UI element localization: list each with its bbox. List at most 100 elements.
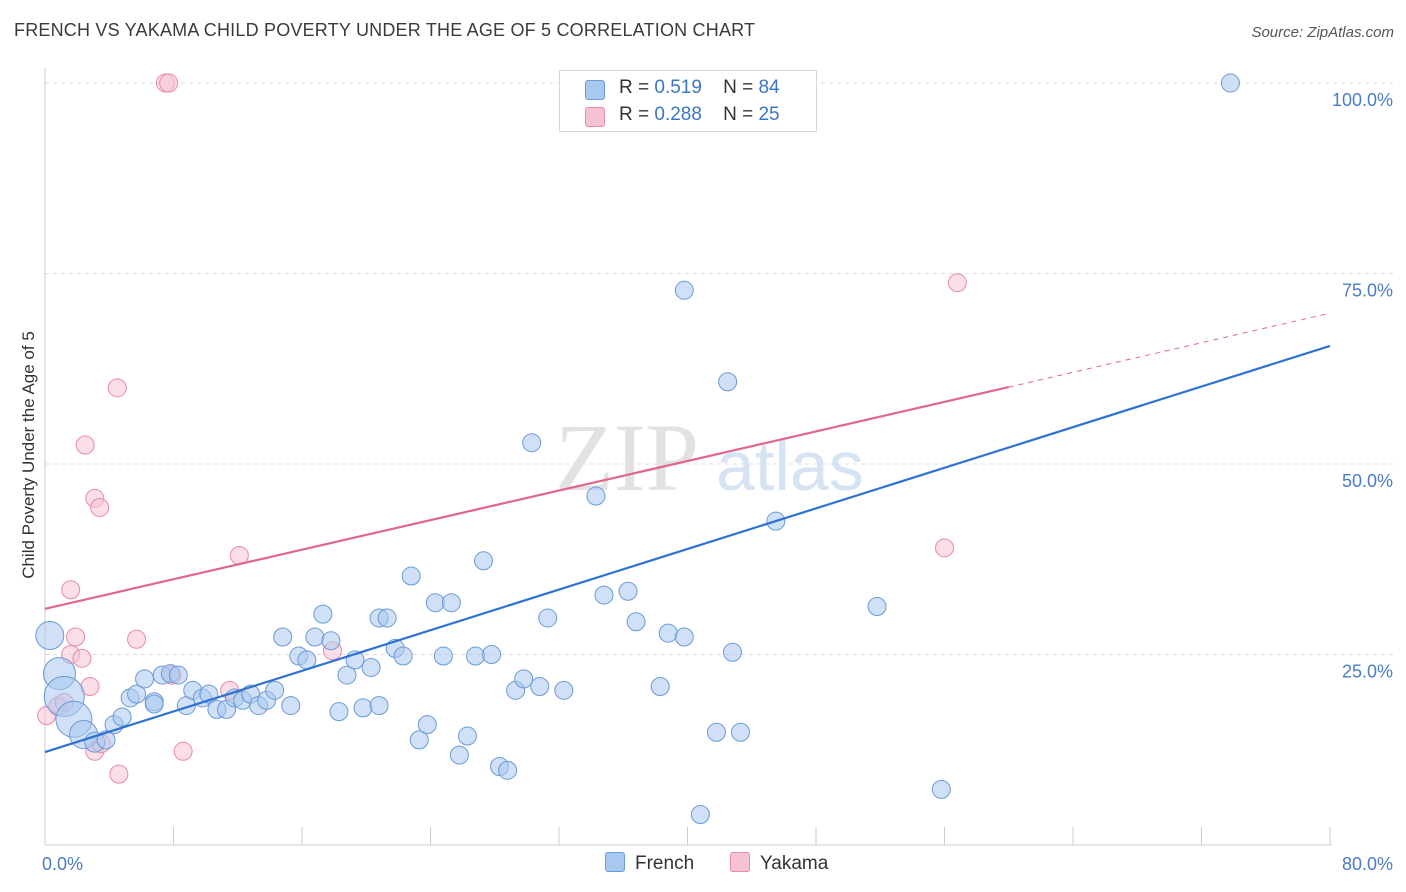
french-point	[369, 696, 389, 716]
yakama-point	[107, 378, 127, 398]
y-axis-label: Child Poverty Under the Age of 5	[19, 331, 38, 579]
bottom-legend-label-yakama: Yakama	[760, 853, 829, 874]
correlation-legend: R = 0.519 N = 84 R = 0.288 N = 25	[559, 70, 817, 132]
y-tick-labels: 25.0% 50.0% 75.0% 100.0%	[1332, 90, 1393, 681]
legend-n-value: 25	[758, 104, 780, 125]
y-tick-label: 75.0%	[1342, 281, 1393, 301]
french-point	[329, 702, 349, 722]
french-point	[409, 730, 429, 750]
french-point	[144, 694, 164, 714]
yakama-point	[109, 764, 129, 784]
legend-r-value: 0.288	[654, 104, 702, 125]
french-point	[706, 722, 726, 742]
french-point	[393, 646, 413, 666]
french-point	[135, 669, 155, 689]
chart-title: FRENCH VS YAKAMA CHILD POVERTY UNDER THE…	[14, 20, 756, 40]
french-point	[457, 726, 477, 746]
french-point	[441, 593, 461, 613]
french-point	[1220, 73, 1240, 93]
trend-lines	[44, 312, 1331, 754]
french-point	[626, 612, 646, 632]
x-tick-label: 0.0%	[42, 854, 83, 874]
french-point	[722, 642, 742, 662]
french-point	[361, 657, 381, 677]
yakama-point	[72, 648, 92, 668]
french-point	[433, 646, 453, 666]
yakama-point	[935, 538, 954, 558]
french-point	[650, 677, 670, 697]
yakama-point	[127, 629, 147, 649]
french-point	[127, 684, 147, 704]
french-point	[321, 631, 341, 651]
legend-swatch-yakama	[585, 107, 605, 127]
y-tick-label: 25.0%	[1342, 662, 1393, 682]
watermark: ZIP atlas	[555, 404, 864, 511]
french-point	[530, 677, 550, 697]
yakama-point	[90, 497, 110, 517]
legend-r-label: R =	[619, 77, 650, 98]
yakama-point	[173, 741, 193, 761]
french-point	[273, 627, 293, 647]
french-point	[498, 760, 518, 780]
french-point	[305, 627, 325, 647]
french-point	[337, 665, 357, 685]
french-point	[417, 715, 437, 735]
french-point	[718, 372, 738, 392]
french-point	[353, 698, 373, 718]
yakama-point	[75, 435, 95, 455]
source-credit: Source: ZipAtlas.com	[1251, 24, 1394, 41]
french-point	[522, 433, 542, 453]
french-point	[594, 585, 614, 605]
legend-n-value: 84	[758, 77, 780, 98]
french-point	[449, 745, 469, 765]
french-point	[931, 779, 951, 799]
legend-swatch-french	[585, 80, 605, 100]
yakama-trend-line	[44, 386, 1009, 610]
yakama-trend-extension	[1008, 312, 1331, 388]
french-point	[96, 730, 116, 750]
french-point	[674, 627, 694, 647]
y-tick-label: 100.0%	[1332, 90, 1393, 110]
french-point	[554, 680, 574, 700]
french-trend-line	[44, 344, 1331, 754]
french-point	[674, 280, 694, 300]
bottom-legend-label-french: French	[635, 853, 695, 874]
french-point	[425, 593, 445, 613]
french-point	[265, 680, 285, 700]
y-tick-label: 50.0%	[1342, 471, 1393, 491]
legend-r-value: 0.519	[654, 77, 702, 98]
french-point	[35, 620, 65, 650]
french-point	[867, 597, 887, 617]
french-point	[658, 623, 678, 643]
watermark-zip: ZIP	[555, 404, 699, 511]
bottom-legend-french: French	[605, 852, 694, 875]
x-tick-label: 80.0%	[1342, 854, 1393, 874]
yakama-point	[947, 273, 967, 293]
legend-n-label: N =	[723, 104, 754, 125]
legend-r-label: R =	[619, 104, 650, 125]
bottom-legend-swatch-yakama	[730, 852, 750, 872]
french-point	[112, 707, 132, 727]
french-point	[618, 581, 638, 601]
watermark-atlas: atlas	[716, 427, 864, 505]
legend-n-label: N =	[723, 77, 754, 98]
french-point	[168, 665, 188, 685]
french-point	[586, 486, 606, 506]
french-point	[482, 645, 502, 665]
french-point	[731, 722, 751, 742]
yakama-point	[66, 627, 86, 647]
french-point	[313, 604, 333, 624]
yakama-point	[61, 580, 81, 600]
bottom-legend-yakama: Yakama	[730, 852, 828, 875]
french-point	[297, 650, 317, 670]
french-point	[538, 608, 558, 628]
bottom-legend-swatch-french	[605, 852, 625, 872]
french-point	[281, 696, 301, 716]
french-point	[465, 646, 485, 666]
grid-lines	[45, 82, 1395, 656]
french-point	[474, 551, 494, 571]
yakama-point	[159, 73, 179, 93]
french-point	[401, 566, 421, 586]
french-point	[377, 608, 397, 628]
